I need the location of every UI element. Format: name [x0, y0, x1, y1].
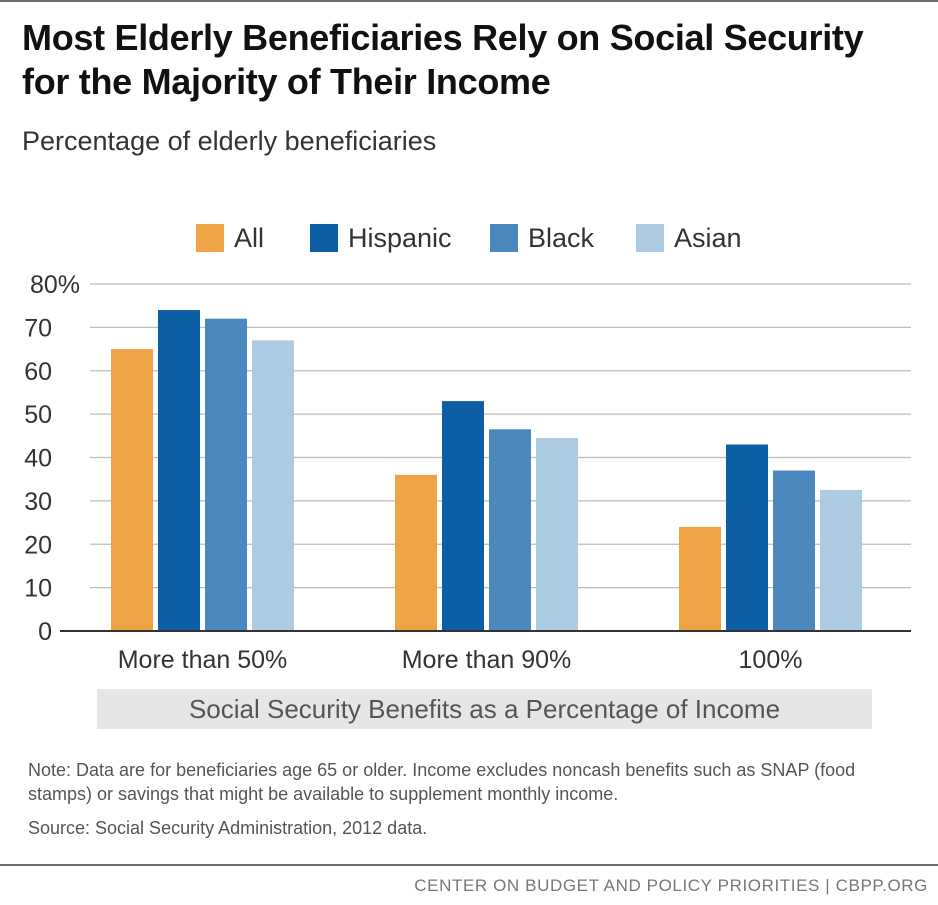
x-axis-title-box: Social Security Benefits as a Percentage…	[97, 689, 872, 729]
legend-label-all: All	[234, 222, 265, 253]
bar-100-asian	[820, 490, 862, 631]
bars	[111, 310, 862, 631]
bar-more-than-50-asian	[252, 340, 294, 631]
y-tick-label-80: 80%	[30, 271, 80, 299]
bar-more-than-90-asian	[536, 437, 578, 631]
legend-swatch-black	[490, 224, 518, 252]
y-tick-label-50: 50	[24, 401, 52, 429]
chart-source: Source: Social Security Administration, …	[28, 818, 428, 838]
legend-label-asian: Asian	[674, 222, 742, 253]
x-tick-label-more-than-90: More than 90%	[402, 646, 572, 674]
bar-more-than-50-black	[205, 318, 247, 631]
bar-100-hispanic	[726, 444, 768, 631]
y-tick-label-60: 60	[24, 358, 52, 386]
top-rule	[0, 0, 938, 2]
bar-more-than-90-black	[489, 429, 531, 631]
bar-100-all	[679, 526, 721, 631]
legend-label-black: Black	[528, 222, 595, 253]
legend-item-hispanic: Hispanic	[310, 220, 452, 256]
x-tick-label-more-than-50: More than 50%	[118, 646, 288, 674]
bar-more-than-50-all	[111, 349, 153, 631]
legend-swatch-all	[196, 224, 224, 252]
bar-more-than-90-all	[395, 474, 437, 631]
y-tick-label-10: 10	[24, 575, 52, 603]
footer-credit: CENTER ON BUDGET AND POLICY PRIORITIES |…	[414, 876, 928, 895]
legend-item-black: Black	[490, 220, 594, 256]
legend: All Hispanic Black Asian	[0, 220, 938, 256]
bar-more-than-50-hispanic	[158, 310, 200, 631]
x-tick-label-100: 100%	[739, 646, 803, 674]
legend-label-hispanic: Hispanic	[348, 222, 452, 253]
chart-title: Most Elderly Beneficiaries Rely on Socia…	[22, 17, 864, 102]
chart-subtitle: Percentage of elderly beneficiaries	[22, 126, 437, 156]
bar-100-black	[773, 470, 815, 631]
y-tick-label-0: 0	[38, 618, 52, 646]
legend-item-all: All	[196, 220, 264, 256]
legend-item-asian: Asian	[636, 220, 742, 256]
bottom-rule	[0, 864, 938, 866]
y-axis-ticks: 0 10 20 30 40 50 60 70 80%	[24, 271, 80, 646]
chart-note: Note: Data are for beneficiaries age 65 …	[28, 760, 856, 804]
y-tick-label-40: 40	[24, 445, 52, 473]
y-tick-label-70: 70	[24, 314, 52, 342]
x-axis-labels: More than 50% More than 90% 100%	[118, 646, 803, 674]
y-tick-label-30: 30	[24, 488, 52, 516]
y-tick-label-20: 20	[24, 531, 52, 559]
x-axis-title: Social Security Benefits as a Percentage…	[188, 693, 781, 724]
bar-more-than-90-hispanic	[442, 401, 484, 631]
legend-swatch-asian	[636, 224, 664, 252]
legend-swatch-hispanic	[310, 224, 338, 252]
